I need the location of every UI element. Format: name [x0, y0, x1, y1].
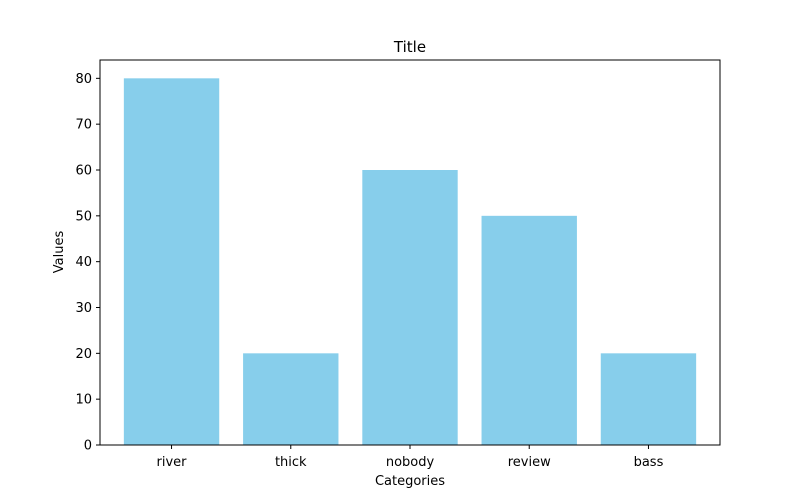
- bar-review: [481, 215, 577, 445]
- y-axis-ticks: 0 10 20 30 40 50 60 70 80: [75, 72, 100, 454]
- x-tick-label-nobody: nobody: [386, 455, 435, 470]
- bars-group: [123, 78, 697, 445]
- x-axis-label: Categories: [375, 474, 445, 489]
- bar-river: [123, 78, 220, 445]
- x-tick-label-bass: bass: [634, 455, 664, 470]
- bar-thick: [243, 353, 339, 445]
- y-tick-label: 80: [75, 72, 92, 87]
- bar-nobody: [362, 170, 458, 445]
- bar-bass: [600, 353, 697, 445]
- y-tick-label: 0: [84, 439, 92, 454]
- y-tick-label: 50: [75, 209, 92, 224]
- x-tick-label-review: review: [508, 455, 551, 470]
- y-tick-label: 20: [75, 347, 92, 362]
- x-tick-label-thick: thick: [275, 455, 307, 470]
- y-tick-label: 70: [75, 118, 92, 133]
- y-tick-label: 40: [75, 255, 92, 270]
- chart-title: Title: [393, 38, 426, 56]
- x-tick-label-river: river: [157, 455, 188, 470]
- x-axis-ticks: river thick nobody review bass: [157, 445, 664, 470]
- y-axis-label: Values: [52, 231, 67, 274]
- y-tick-label: 60: [75, 164, 92, 179]
- y-tick-label: 30: [75, 301, 92, 316]
- y-tick-label: 10: [75, 393, 92, 408]
